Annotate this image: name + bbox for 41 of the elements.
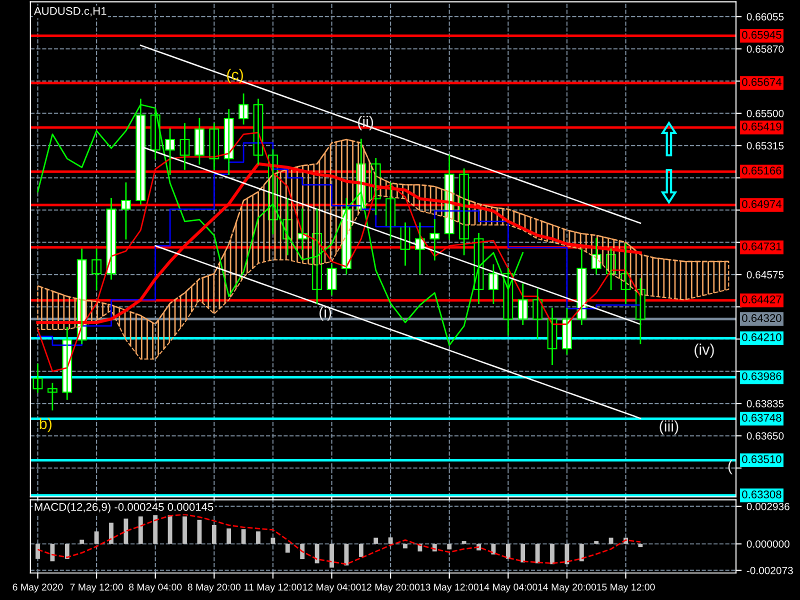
ref-line-label: 0.64210 bbox=[742, 333, 782, 342]
x-tick-label: 8 May 20:00 bbox=[188, 584, 241, 592]
annotation: (iii) bbox=[660, 420, 678, 435]
y-tick-label: 0.66055 bbox=[746, 13, 784, 20]
y-tick-label: 0.65315 bbox=[746, 142, 784, 150]
x-tick-label: 11 May 12:00 bbox=[244, 584, 302, 592]
chart-title: MACD(12,26,9) -0.000245 0.000145 bbox=[34, 502, 214, 514]
ref-line-label: 0.64427 bbox=[742, 295, 782, 304]
annotation: (i) bbox=[320, 306, 332, 321]
x-tick-label: 12 May 20:00 bbox=[362, 584, 420, 592]
annotation: (iv) bbox=[694, 344, 714, 358]
y-tick-label: -0.002073 bbox=[746, 566, 793, 574]
ref-line-label: 0.63510 bbox=[742, 455, 782, 464]
ref-line-label: 0.64974 bbox=[742, 200, 782, 208]
ref-line-label: 0.63748 bbox=[742, 414, 782, 422]
y-tick-label: 0.63650 bbox=[746, 432, 784, 440]
ref-line-label: 0.64731 bbox=[742, 242, 782, 250]
y-tick-label: 0.65870 bbox=[746, 45, 784, 53]
x-tick-label: 12 May 04:00 bbox=[303, 584, 361, 592]
ref-line-label: 0.65945 bbox=[742, 30, 782, 39]
y-tick-label: 0.63835 bbox=[746, 400, 784, 408]
ref-line-label: 0.65674 bbox=[742, 78, 782, 86]
x-tick-label: 14 May 20:00 bbox=[538, 584, 596, 592]
x-tick-label: 13 May 12:00 bbox=[420, 584, 478, 592]
y-tick-label: 0.002936 bbox=[746, 502, 790, 510]
annotation: ( bbox=[728, 460, 732, 474]
ref-line-label: 0.63986 bbox=[742, 372, 782, 380]
y-tick-label: 0.64575 bbox=[746, 271, 784, 278]
ref-line-label: 0.65419 bbox=[742, 122, 782, 130]
ref-line-label: 0.63308 bbox=[742, 490, 782, 498]
x-tick-label: 7 May 12:00 bbox=[70, 584, 123, 592]
x-tick-label: 8 May 04:00 bbox=[129, 584, 182, 592]
y-tick-label: 0.000000 bbox=[746, 540, 790, 548]
y-tick-label: 0.65500 bbox=[746, 110, 784, 118]
annotation: b) bbox=[40, 418, 52, 432]
x-tick-label: 15 May 12:00 bbox=[597, 584, 655, 592]
ref-line-label: 0.64320 bbox=[742, 314, 782, 322]
ref-line-label: 0.65166 bbox=[742, 166, 782, 175]
x-tick-label: 14 May 04:00 bbox=[479, 584, 538, 592]
chart-title: AUDUSD.c,H1 bbox=[34, 7, 106, 16]
x-tick-label: 6 May 2020 bbox=[12, 584, 63, 592]
